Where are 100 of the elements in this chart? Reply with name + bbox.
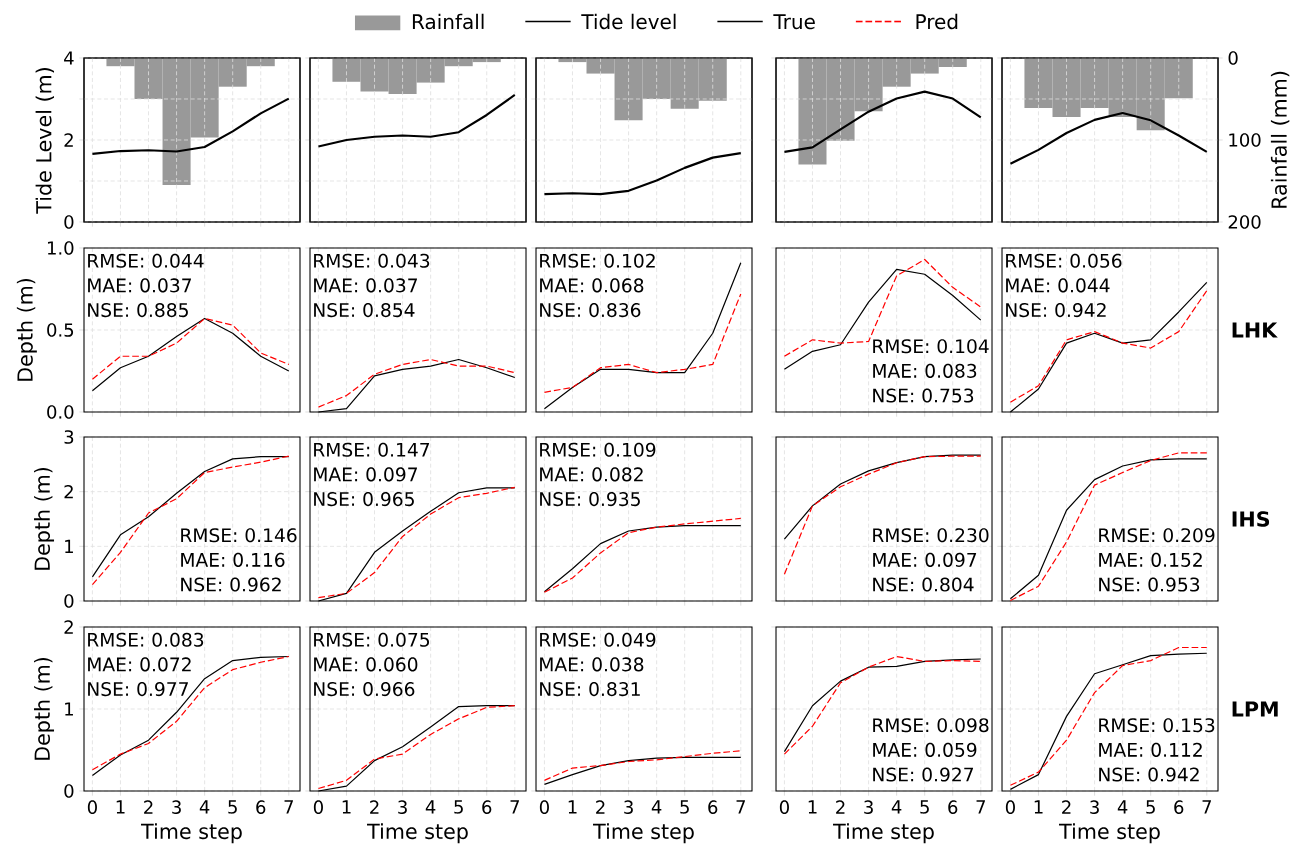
annotation: NSE: 0.962: [181, 577, 281, 592]
x-tick-label: 1: [1034, 800, 1043, 814]
y-tick-label: 2: [64, 133, 73, 147]
x-tick-label: 6: [708, 800, 718, 814]
x-tick-label: 3: [398, 800, 407, 814]
annotation: NSE: 0.885: [88, 303, 188, 318]
y2-axis-title: IHS: [1232, 511, 1270, 527]
x-tick-label: 3: [1090, 800, 1099, 814]
y-tick-label: 1: [65, 539, 73, 553]
annotation: MAE: 0.038: [540, 657, 644, 672]
x-tick-label: 6: [948, 800, 958, 814]
annotation: NSE: 0.942: [1006, 303, 1106, 318]
x-tick-label: 5: [1146, 800, 1155, 814]
annotation: MAE: 0.044: [1006, 278, 1110, 293]
y-tick-label: 0: [64, 215, 74, 229]
x-tick-label: 3: [864, 800, 873, 814]
x-tick-label: 6: [256, 800, 266, 814]
x-axis-title: Time step: [141, 823, 242, 844]
y-tick-label: 0: [64, 784, 74, 798]
y2-axis-title: LHK: [1232, 322, 1278, 338]
legend-label: True: [773, 14, 815, 30]
x-tick-label: 2: [144, 800, 153, 814]
x-tick-label: 1: [808, 800, 817, 814]
x-tick-label: 3: [624, 800, 633, 814]
annotation: MAE: 0.152: [1099, 552, 1202, 567]
y-tick-label: 1.0: [47, 241, 74, 255]
x-tick-label: 7: [736, 800, 745, 814]
annotation: RMSE: 0.102: [540, 253, 655, 268]
x-tick-label: 5: [680, 800, 689, 814]
x-tick-label: 1: [116, 800, 125, 814]
x-tick-label: 7: [1202, 800, 1211, 814]
annotation: RMSE: 0.230: [873, 528, 989, 543]
annotation: NSE: 0.965: [314, 492, 414, 507]
x-tick-label: 4: [425, 800, 436, 814]
x-tick-label: 7: [510, 800, 519, 814]
annotation: MAE: 0.083: [873, 363, 977, 378]
legend-label: Pred: [916, 13, 958, 30]
y2-axis-title: LPM: [1232, 701, 1278, 717]
x-tick-label: 4: [199, 800, 210, 814]
x-tick-label: 4: [651, 800, 662, 814]
annotation: RMSE: 0.153: [1099, 718, 1215, 733]
annotation: NSE: 0.927: [873, 767, 974, 782]
x-tick-label: 2: [370, 800, 379, 814]
annotation: MAE: 0.059: [873, 742, 977, 757]
annotation: MAE: 0.097: [314, 467, 417, 482]
annotation: NSE: 0.942: [1099, 767, 1199, 782]
annotation: MAE: 0.097: [873, 552, 977, 567]
x-tick-label: 3: [172, 800, 181, 814]
x-axis-title: Time step: [833, 823, 934, 844]
annotation: NSE: 0.804: [873, 577, 974, 592]
annotation: MAE: 0.037: [88, 278, 191, 293]
annotation: RMSE: 0.104: [873, 339, 989, 354]
x-tick-label: 2: [836, 800, 845, 814]
annotation: RMSE: 0.049: [540, 632, 656, 647]
annotation: RMSE: 0.075: [314, 632, 430, 647]
x-tick-label: 0: [313, 800, 323, 814]
x-tick-label: 1: [568, 800, 577, 814]
y-tick-label: 0.0: [47, 405, 74, 419]
y-tick-label: 1: [65, 702, 73, 716]
x-tick-label: 4: [891, 800, 902, 814]
x-tick-label: 0: [87, 800, 97, 814]
legend-label: Rainfall: [412, 13, 484, 30]
y-tick-label: 4: [64, 51, 74, 65]
annotation: NSE: 0.836: [540, 303, 641, 318]
x-tick-label: 0: [539, 800, 549, 814]
x-tick-label: 2: [1062, 800, 1071, 814]
annotation: MAE: 0.060: [314, 657, 418, 672]
x-tick-label: 5: [920, 800, 929, 814]
annotation: NSE: 0.977: [88, 682, 188, 697]
annotation: NSE: 0.831: [540, 682, 640, 697]
y-axis-title: Depth (m): [34, 467, 55, 570]
x-tick-label: 5: [228, 800, 237, 814]
annotation: MAE: 0.072: [88, 657, 191, 672]
y2-tick-label: 200: [1228, 215, 1261, 229]
x-tick-label: 0: [779, 800, 789, 814]
y-tick-label: 2: [64, 620, 73, 634]
x-tick-label: 2: [596, 800, 605, 814]
y-tick-label: 3: [64, 430, 74, 444]
x-tick-label: 4: [1117, 800, 1128, 814]
legend-label: Tide level: [581, 13, 676, 30]
y2-tick-label: 0: [1228, 51, 1238, 65]
x-tick-label: 6: [1174, 800, 1184, 814]
x-tick-label: 0: [1005, 800, 1015, 814]
annotation: MAE: 0.082: [540, 467, 643, 482]
annotation: RMSE: 0.083: [88, 632, 204, 647]
x-tick-label: 6: [482, 800, 492, 814]
annotation: MAE: 0.112: [1099, 742, 1202, 757]
annotation: NSE: 0.854: [314, 303, 415, 318]
annotation: NSE: 0.966: [314, 682, 415, 697]
annotation: RMSE: 0.098: [873, 718, 989, 733]
annotation: RMSE: 0.209: [1099, 528, 1215, 543]
annotation: NSE: 0.753: [873, 388, 974, 403]
line-series: [91, 317, 290, 392]
y-axis-title: Depth (m): [16, 278, 37, 381]
y2-tick-label: 100: [1229, 133, 1261, 147]
x-tick-label: 7: [976, 800, 985, 814]
x-tick-label: 7: [284, 800, 293, 814]
x-axis-title: Time step: [593, 823, 694, 844]
y-axis-title: Tide Level (m): [35, 68, 55, 214]
annotation: RMSE: 0.109: [540, 442, 656, 457]
